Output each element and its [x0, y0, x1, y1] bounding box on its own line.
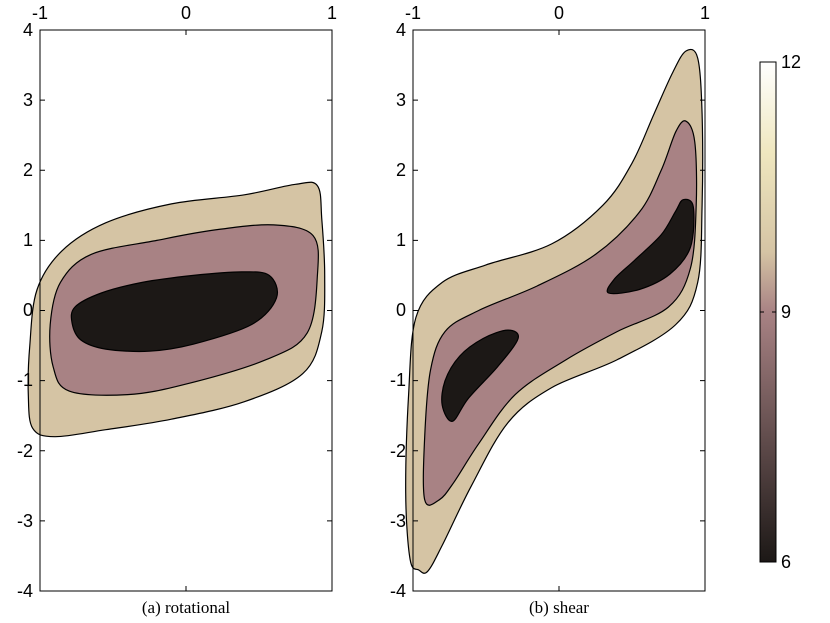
y-tick-label: -2	[390, 441, 406, 461]
y-tick-label: -2	[17, 441, 33, 461]
colorbar-label-min: 6	[781, 552, 791, 572]
y-tick-label: -3	[17, 511, 33, 531]
y-tick-label: 4	[23, 20, 33, 40]
contour-level-8	[422, 120, 698, 506]
panel-shear: -1 0 1 4 3 2 1 0 -1 -2 -3 -4 (b) shear	[390, 3, 710, 617]
x-tick-label: 0	[554, 3, 564, 23]
colorbar-label-mid: 9	[781, 302, 791, 322]
contour-fills-rotational	[27, 181, 326, 438]
ticks-rotational	[39, 29, 333, 592]
x-tick-label: -1	[405, 3, 421, 23]
contour-level-7	[441, 329, 519, 422]
y-tick-label: 2	[396, 160, 406, 180]
y-tick-label: -1	[17, 370, 33, 390]
y-tick-label: 0	[23, 300, 33, 320]
caption-shear: (b) shear	[529, 598, 589, 617]
x-tick-label: 0	[181, 3, 191, 23]
y-tick-label: -3	[390, 511, 406, 531]
y-tick-label: 4	[396, 20, 406, 40]
y-tick-label: -1	[390, 370, 406, 390]
colorbar-label-max: 12	[781, 52, 801, 72]
y-tick-label: -4	[17, 581, 33, 601]
caption-rotational: (a) rotational	[142, 598, 231, 617]
y-tick-label: 0	[396, 300, 406, 320]
x-tick-label: 1	[327, 3, 337, 23]
x-tick-label: -1	[32, 3, 48, 23]
contour-level-7	[606, 198, 695, 295]
y-tick-label: -4	[390, 581, 406, 601]
colorbar: 12 9 6	[759, 52, 801, 572]
x-tick-label: 1	[700, 3, 710, 23]
ticks-shear	[412, 29, 706, 592]
y-tick-label: 1	[23, 230, 33, 250]
y-tick-label: 3	[23, 90, 33, 110]
y-tick-label: 3	[396, 90, 406, 110]
y-tick-label: 2	[23, 160, 33, 180]
contour-level-7	[70, 271, 279, 353]
contour-fills-shear	[405, 48, 704, 574]
y-tick-label: 1	[396, 230, 406, 250]
panel-rotational: -1 0 1 4 3 2 1 0 -1 -2 -3 -4 (a) rotatio…	[17, 3, 337, 617]
